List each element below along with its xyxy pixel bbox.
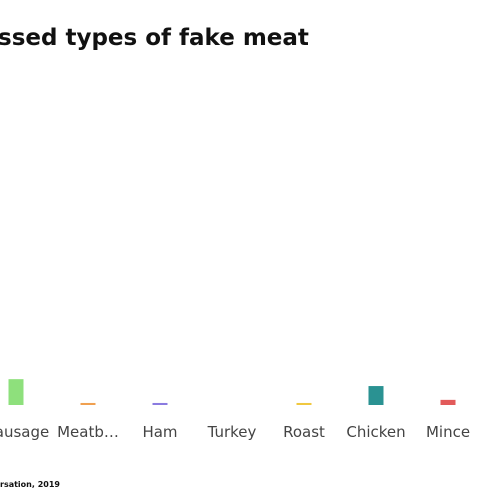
x-tick-label: Turkey <box>207 423 257 441</box>
bar <box>368 386 384 405</box>
x-tick-label: Ham <box>142 423 177 441</box>
source: rsation, 2019 <box>0 480 60 489</box>
x-tick-label: Meatb… <box>57 423 119 441</box>
bar <box>440 399 456 405</box>
chart-title: ssed types of fake meat <box>0 25 309 51</box>
bar <box>80 402 96 405</box>
bar <box>8 379 24 405</box>
bar <box>152 402 168 405</box>
x-tick-label: Mince <box>426 423 470 441</box>
x-tick-label: Roast <box>283 423 325 441</box>
x-tick-label: Chicken <box>346 423 405 441</box>
bar <box>296 402 312 405</box>
x-tick-label: ausage <box>0 423 49 441</box>
